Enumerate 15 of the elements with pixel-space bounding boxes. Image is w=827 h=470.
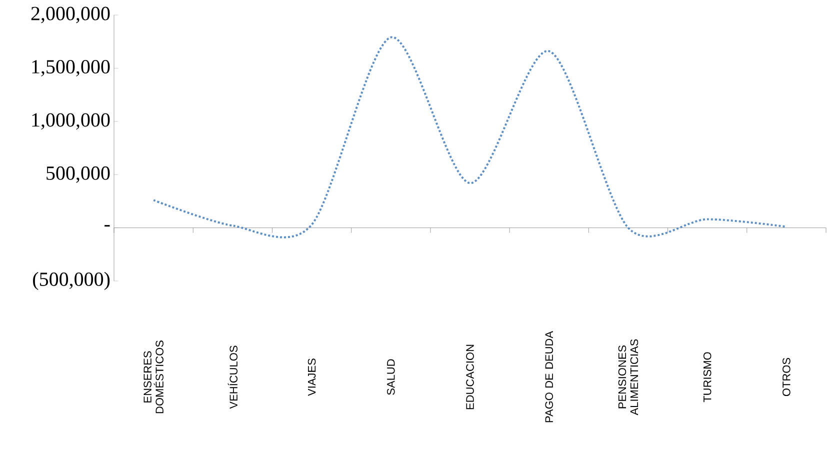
y-tick-label: - <box>104 225 110 227</box>
x-tick-label: ENSERES DOMÉSTICOS <box>144 340 164 414</box>
x-tick-label: OTROS <box>782 358 790 396</box>
x-tick-label: TURISMO <box>703 352 712 402</box>
y-tick-label: 500,000 <box>46 166 110 183</box>
x-tick-label: VIAJES <box>308 358 316 396</box>
y-tick-label: (500,000) <box>33 272 110 290</box>
x-tick-label: SALUD <box>387 359 395 395</box>
x-tick-label: PENSIONES ALIMENTICIAS <box>618 339 638 416</box>
x-tick-label: PAGO DE DEUDA <box>545 331 554 422</box>
x-tick-label: EDUCACION <box>466 344 474 410</box>
x-tick-label: VEHÍCULOS <box>228 346 238 409</box>
y-tick-label: 1,500,000 <box>32 60 110 76</box>
y-tick-label: 1,000,000 <box>32 113 110 130</box>
y-tick-label: 2,000,000 <box>31 6 110 24</box>
